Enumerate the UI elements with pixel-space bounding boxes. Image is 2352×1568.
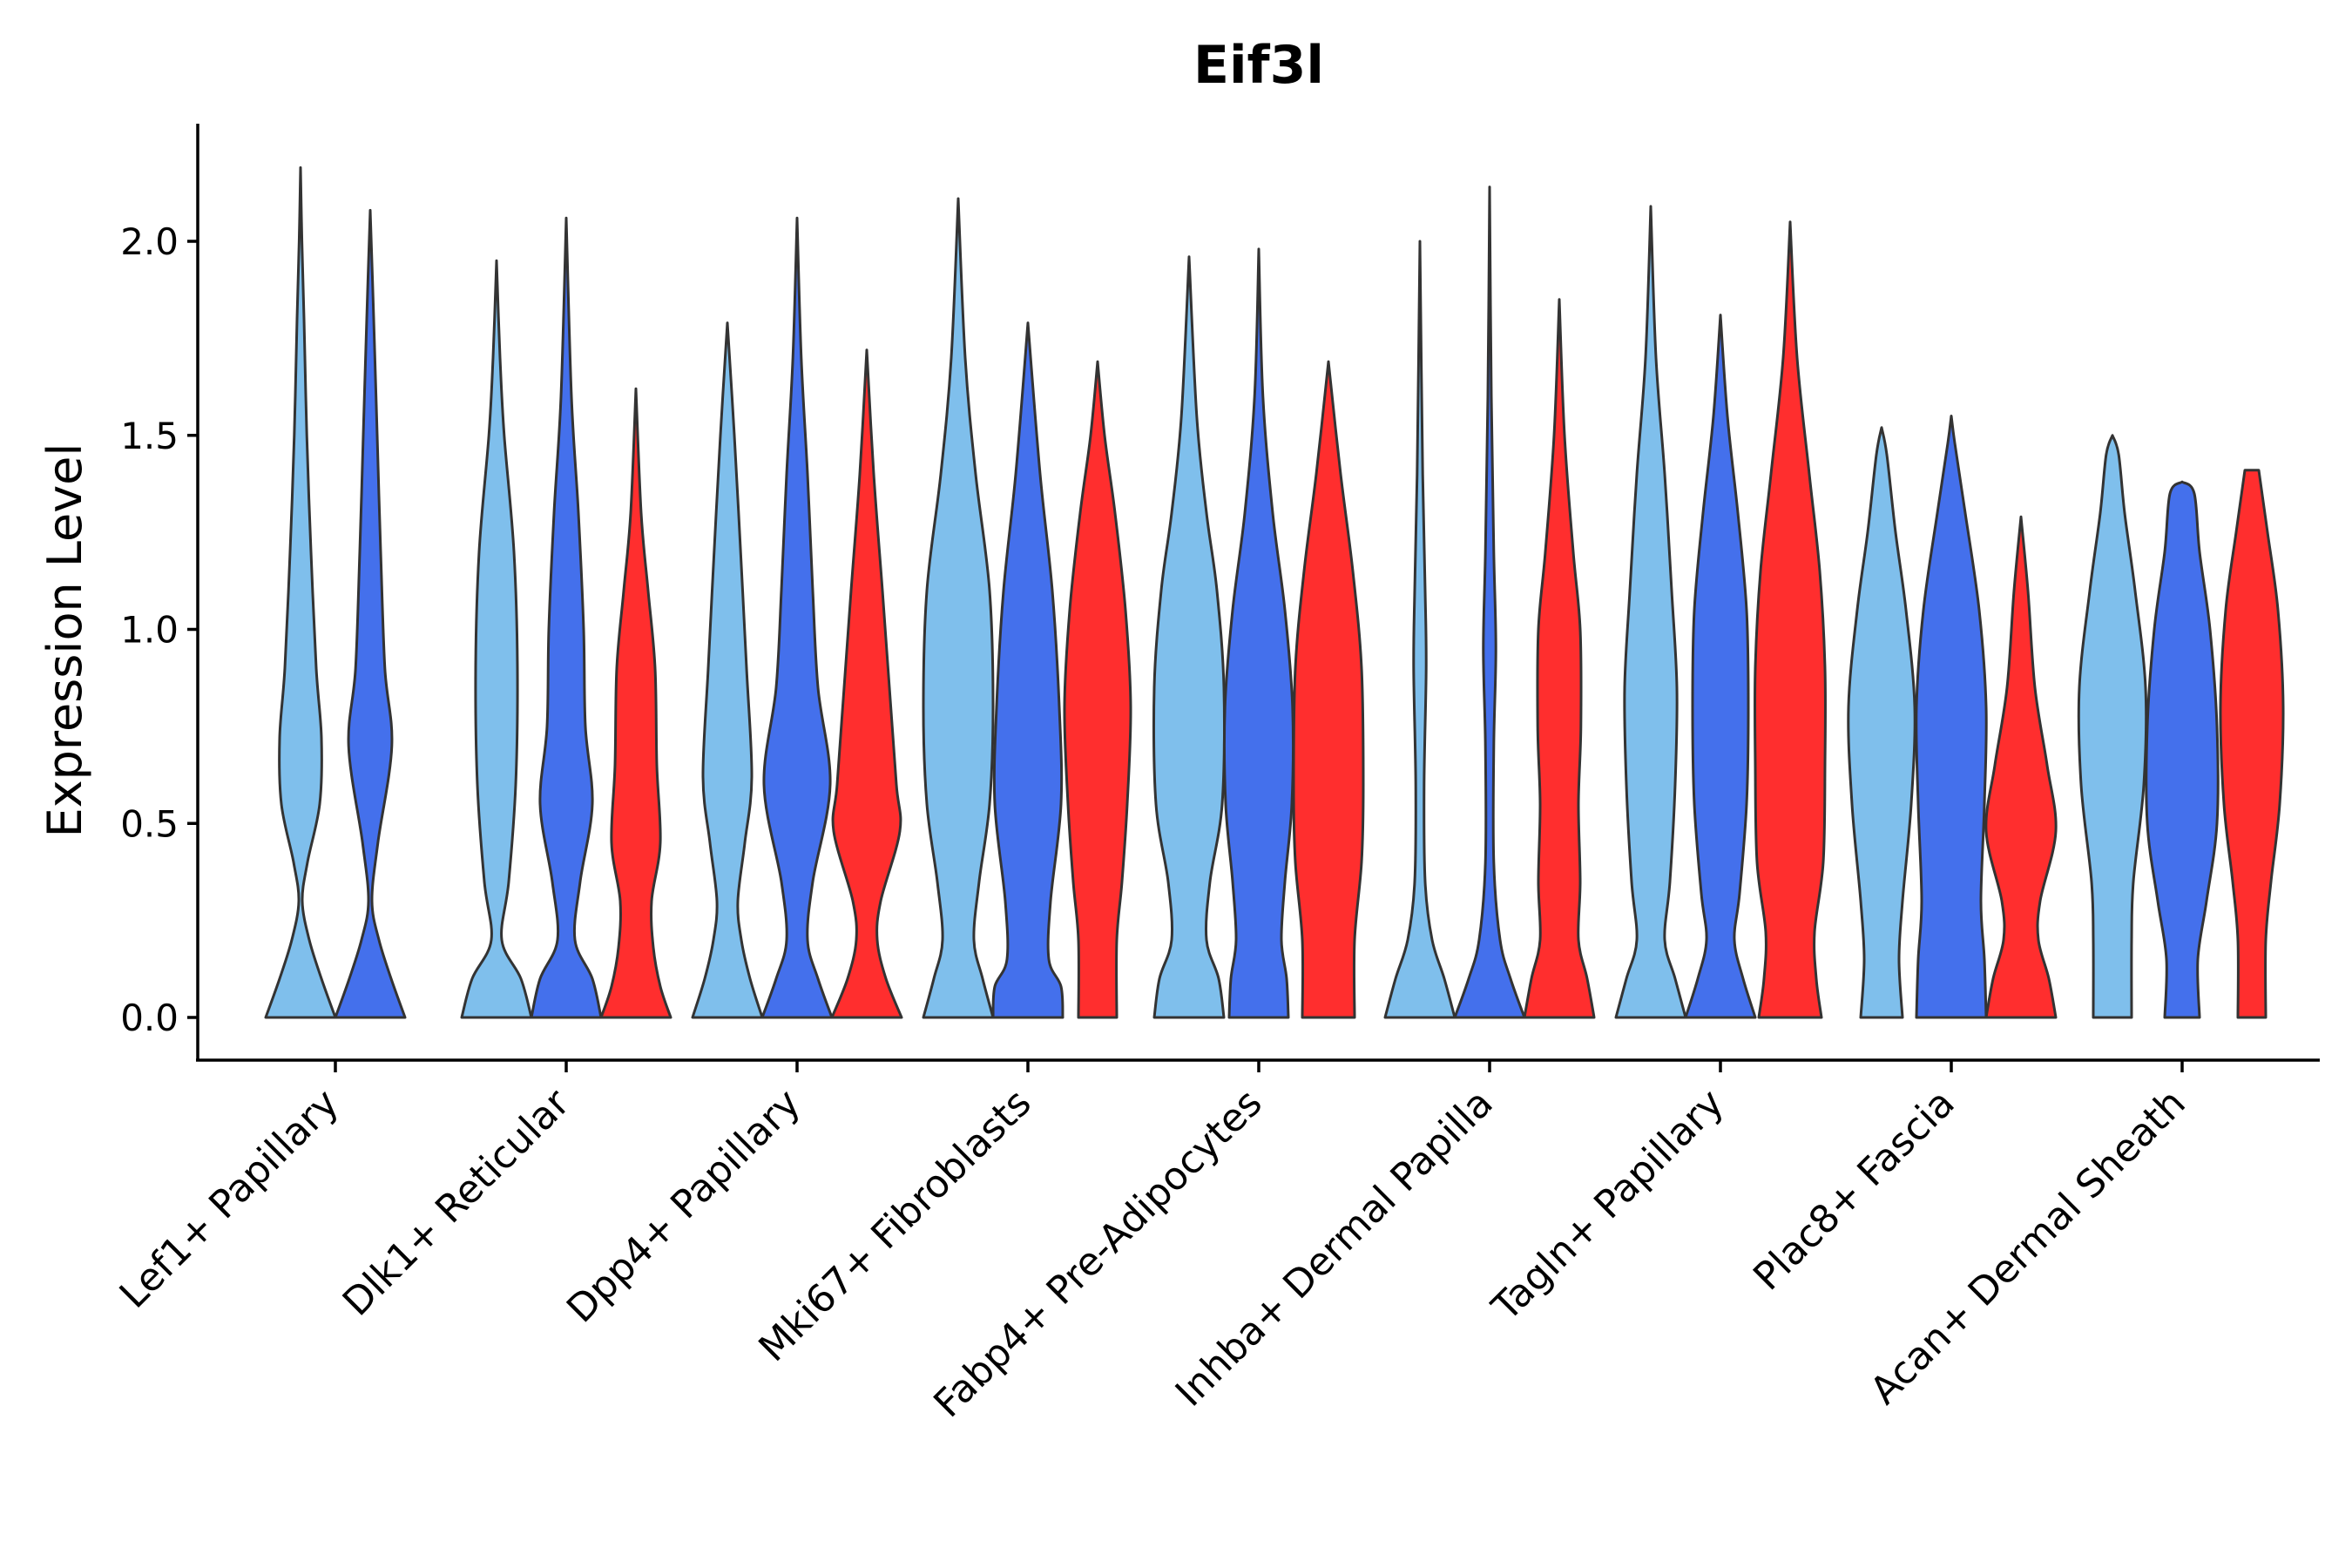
- violin-1-condition-1: [264, 166, 337, 1019]
- violin-5-condition-2: [1222, 247, 1295, 1019]
- y-axis-label: Expression Level: [37, 443, 92, 838]
- violin-4-condition-2: [991, 321, 1064, 1019]
- y-tick-label: 2.0: [120, 220, 179, 263]
- y-tick-label: 1.5: [120, 415, 179, 457]
- violin-2-condition-3: [599, 387, 672, 1019]
- violin-5-condition-3: [1292, 360, 1365, 1019]
- violin-2-condition-2: [530, 216, 603, 1019]
- x-tick-label: Lef1+ Papillary: [112, 1081, 348, 1317]
- violin-6-condition-1: [1383, 240, 1456, 1019]
- x-tick-label: Tagln+ Papillary: [1484, 1081, 1733, 1330]
- violin-4-condition-1: [922, 197, 995, 1019]
- violin-2-condition-1: [460, 259, 533, 1019]
- violin-9-condition-3: [2219, 469, 2285, 1019]
- violin-6-condition-3: [1523, 298, 1596, 1019]
- violin-8-condition-1: [1847, 426, 1916, 1019]
- violin-7-condition-2: [1684, 314, 1757, 1019]
- chart-title: Eif3l: [1193, 35, 1324, 96]
- y-ticks: 0.0 0.5 1.0 1.5 2.0: [120, 220, 198, 1039]
- violin-group-layer: [264, 166, 2285, 1019]
- violin-5-condition-1: [1152, 255, 1227, 1019]
- violin-8-condition-3: [1984, 515, 2058, 1019]
- y-tick-label: 1.0: [120, 609, 179, 652]
- violin-4-condition-3: [1063, 360, 1132, 1019]
- violin-3-condition-3: [830, 348, 903, 1019]
- x-tick-label: Dlk1+ Reticular: [335, 1080, 579, 1325]
- x-tick-label: Dpp4+ Papillary: [558, 1081, 809, 1332]
- violin-7-condition-1: [1614, 205, 1687, 1019]
- y-tick-label: 0.5: [120, 802, 179, 845]
- violin-3-condition-1: [691, 321, 764, 1019]
- x-tick-label: Plac8+ Fascia: [1745, 1081, 1963, 1300]
- violin-1-condition-2: [334, 208, 407, 1019]
- violin-6-condition-2: [1453, 186, 1526, 1019]
- y-tick-label: 0.0: [120, 997, 179, 1039]
- violin-9-condition-1: [2077, 434, 2148, 1019]
- violin-7-condition-3: [1753, 220, 1828, 1019]
- violin-9-condition-2: [2145, 480, 2220, 1019]
- violin-8-condition-2: [1915, 415, 1988, 1019]
- violin-3-condition-2: [760, 216, 834, 1019]
